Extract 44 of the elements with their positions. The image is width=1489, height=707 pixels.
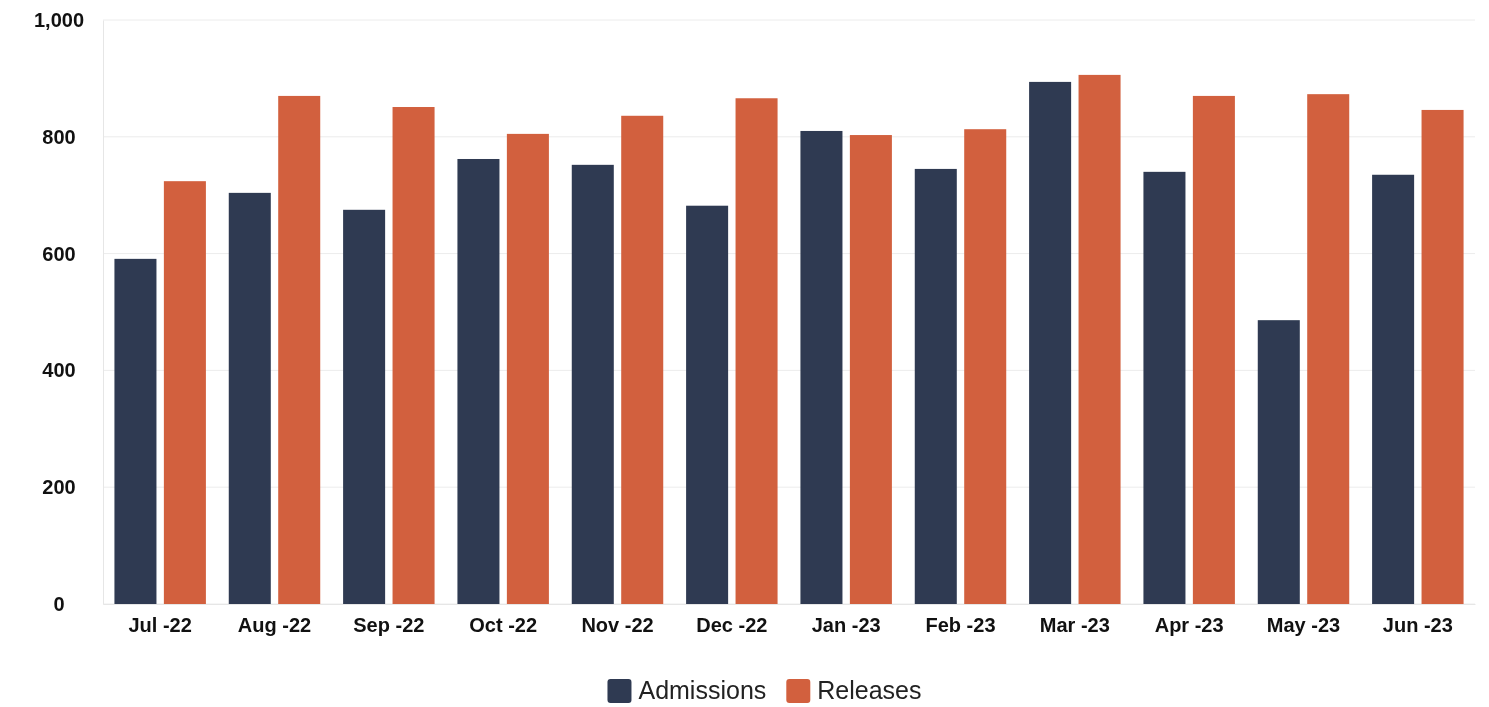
- x-tick-label: May -23: [1266, 614, 1341, 637]
- bar: [571, 164, 614, 604]
- bar: [1372, 174, 1415, 604]
- bar: [1029, 81, 1072, 604]
- legend-label: Admissions: [638, 676, 767, 704]
- y-tick-label: 0: [53, 592, 65, 615]
- y-tick-label: 1,000: [33, 8, 85, 31]
- bar: [1143, 171, 1186, 604]
- y-tick-label: 800: [42, 125, 76, 148]
- x-tick-label: Oct -22: [469, 614, 538, 637]
- x-tick-label: Feb -23: [925, 614, 996, 637]
- bar: [163, 181, 206, 604]
- legend-label: Releases: [817, 676, 922, 704]
- bar: [392, 107, 435, 604]
- y-tick-label: 400: [42, 359, 76, 382]
- bar: [914, 168, 957, 604]
- x-tick-label: Mar -23: [1039, 614, 1110, 637]
- x-tick-label: Apr -23: [1154, 614, 1224, 637]
- bar: [1421, 109, 1464, 604]
- bar: [1078, 74, 1121, 604]
- bar: [686, 205, 729, 604]
- x-tick-label: Jan -23: [811, 614, 881, 637]
- bar: [735, 98, 778, 604]
- bar: [457, 158, 500, 604]
- bar: [800, 130, 843, 604]
- x-tick-label: Dec -22: [696, 614, 768, 637]
- bar: [228, 192, 271, 604]
- y-tick-label: 600: [42, 242, 76, 265]
- bar: [506, 133, 549, 604]
- x-tick-label: Jul -22: [128, 614, 192, 637]
- bar: [1192, 95, 1235, 604]
- x-tick-label: Aug -22: [237, 614, 312, 637]
- bar: [343, 209, 386, 604]
- x-tick-label: Sep -22: [353, 614, 425, 637]
- bar: [849, 135, 892, 604]
- x-tick-label: Nov -22: [581, 614, 654, 637]
- bar: [964, 129, 1007, 604]
- bar: [278, 95, 321, 604]
- x-tick-label: Jun -23: [1382, 614, 1453, 637]
- bar: [1307, 94, 1350, 604]
- bar: [114, 258, 157, 604]
- bar: [621, 115, 664, 604]
- y-tick-label: 200: [42, 476, 76, 499]
- bar: [1257, 320, 1300, 604]
